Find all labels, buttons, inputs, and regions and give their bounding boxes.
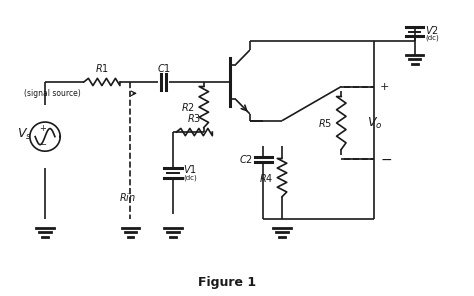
Text: $\mathit{V_s}$: $\mathit{V_s}$ [17, 127, 32, 142]
Text: $\mathit{C2}$: $\mathit{C2}$ [238, 153, 253, 165]
Text: (dc): (dc) [183, 174, 197, 181]
Text: $\mathit{R5}$: $\mathit{R5}$ [318, 117, 332, 129]
Text: −: − [380, 152, 392, 166]
Text: $\mathit{V1}$: $\mathit{V1}$ [183, 163, 197, 176]
Text: $\mathit{R4}$: $\mathit{R4}$ [259, 172, 273, 184]
Text: Figure 1: Figure 1 [199, 276, 256, 289]
Text: $\mathit{C1}$: $\mathit{C1}$ [156, 62, 171, 74]
Text: $\mathit{V_o}$: $\mathit{V_o}$ [367, 115, 383, 131]
Text: +: + [380, 81, 390, 91]
Text: −: − [39, 140, 46, 149]
Text: (dc): (dc) [425, 34, 439, 41]
Text: $\mathit{R1}$: $\mathit{R1}$ [95, 62, 109, 74]
Text: $\mathit{R2}$: $\mathit{R2}$ [181, 101, 195, 113]
Text: $\mathit{V2}$: $\mathit{V2}$ [425, 24, 439, 36]
Text: $\mathit{Rin}$: $\mathit{Rin}$ [119, 191, 137, 203]
Text: $\mathit{R3}$: $\mathit{R3}$ [187, 112, 201, 124]
Text: +: + [39, 124, 46, 133]
Text: (signal source): (signal source) [24, 89, 81, 98]
